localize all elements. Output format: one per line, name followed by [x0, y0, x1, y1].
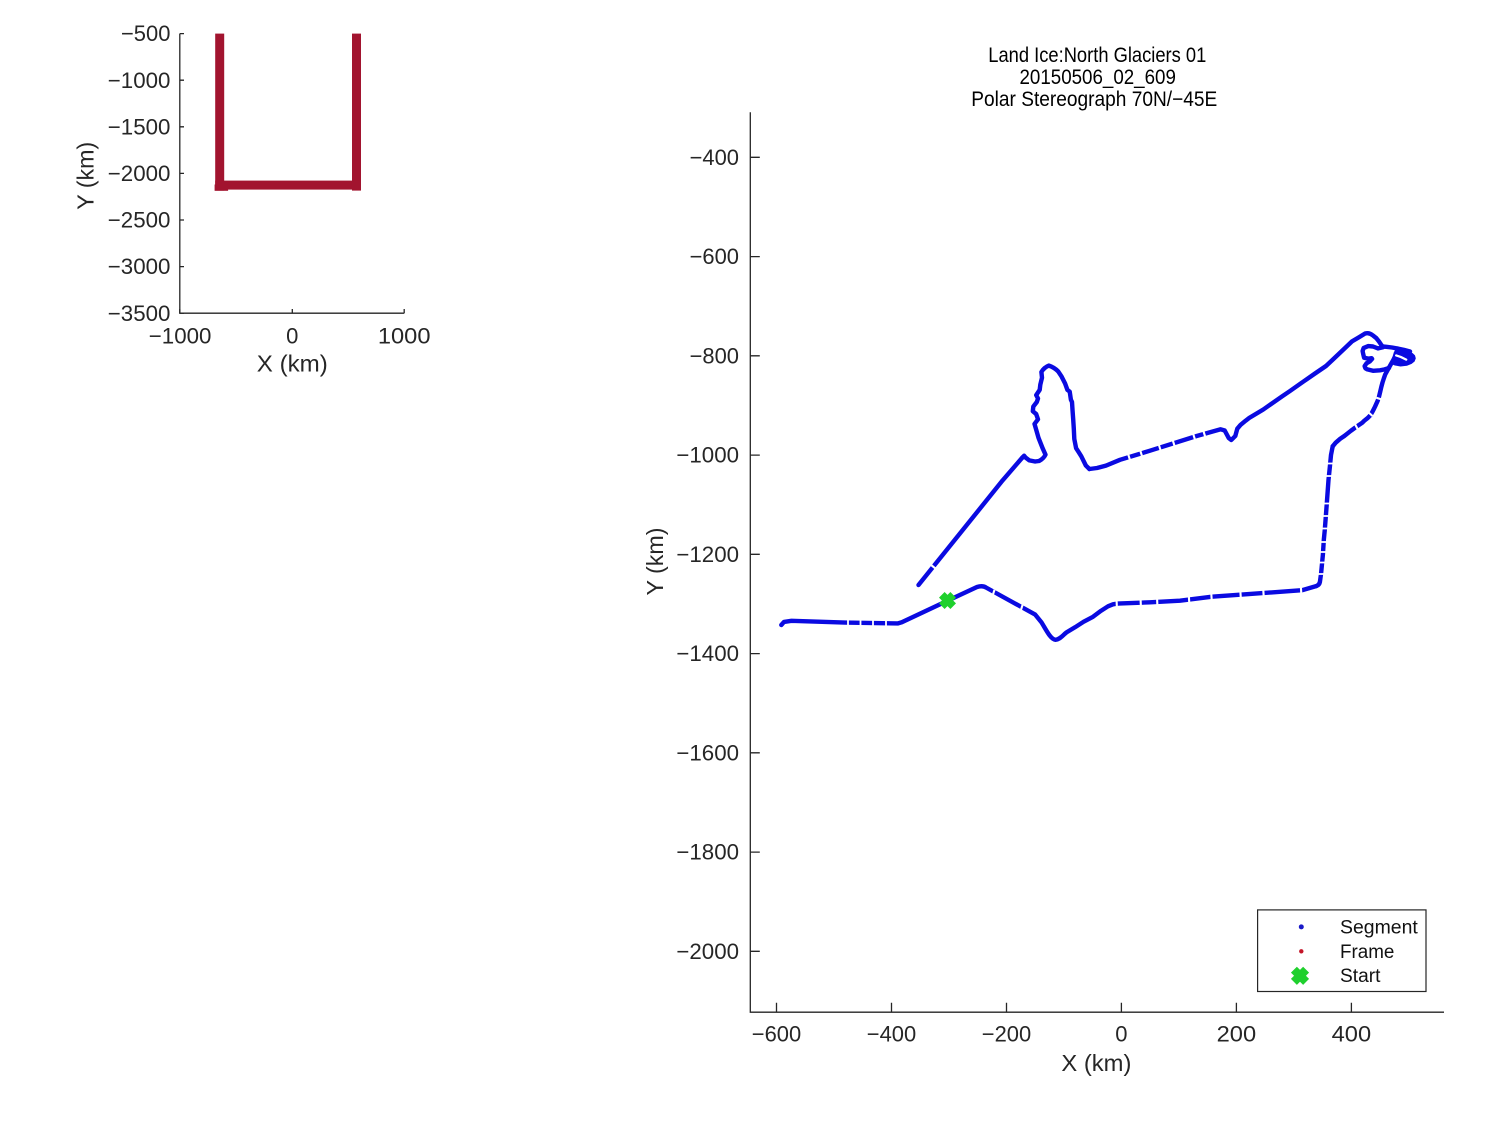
- svg-text:−2000: −2000: [676, 939, 739, 964]
- svg-text:−600: −600: [752, 1021, 801, 1046]
- svg-text:−1000: −1000: [149, 324, 212, 349]
- svg-text:−200: −200: [982, 1021, 1031, 1046]
- svg-text:Y (km): Y (km): [72, 142, 98, 210]
- svg-text:200: 200: [1217, 1021, 1257, 1046]
- svg-text:1000: 1000: [378, 324, 431, 349]
- svg-text:−400: −400: [690, 145, 739, 170]
- svg-text:−1500: −1500: [108, 114, 171, 139]
- svg-text:−1600: −1600: [676, 740, 739, 765]
- svg-text:−1000: −1000: [676, 443, 739, 468]
- svg-text:X (km): X (km): [1061, 1050, 1131, 1076]
- svg-text:−800: −800: [690, 343, 739, 368]
- svg-text:Frame: Frame: [1340, 942, 1394, 963]
- svg-text:Start: Start: [1340, 966, 1381, 987]
- svg-text:Y (km): Y (km): [642, 528, 668, 596]
- svg-text:400: 400: [1332, 1021, 1372, 1046]
- svg-text:−3000: −3000: [108, 254, 171, 279]
- svg-text:−2500: −2500: [108, 208, 171, 233]
- svg-text:0: 0: [1115, 1021, 1127, 1046]
- svg-text:20150506_02_609: 20150506_02_609: [1020, 66, 1176, 89]
- svg-text:Polar Stereograph 70N/−45E: Polar Stereograph 70N/−45E: [971, 88, 1217, 111]
- svg-text:−1400: −1400: [676, 641, 739, 666]
- svg-text:Segment: Segment: [1340, 918, 1419, 939]
- svg-text:0: 0: [286, 324, 298, 349]
- svg-text:X (km): X (km): [257, 351, 328, 377]
- svg-text:Land Ice:North Glaciers 01: Land Ice:North Glaciers 01: [988, 44, 1206, 67]
- svg-text:−400: −400: [867, 1021, 916, 1046]
- svg-text:−1200: −1200: [676, 542, 739, 567]
- svg-text:−2000: −2000: [108, 161, 171, 186]
- svg-text:−1000: −1000: [108, 68, 171, 93]
- svg-text:−600: −600: [690, 244, 739, 269]
- svg-text:−500: −500: [121, 21, 170, 46]
- svg-text:−1800: −1800: [676, 840, 739, 865]
- svg-text:−3500: −3500: [108, 301, 171, 326]
